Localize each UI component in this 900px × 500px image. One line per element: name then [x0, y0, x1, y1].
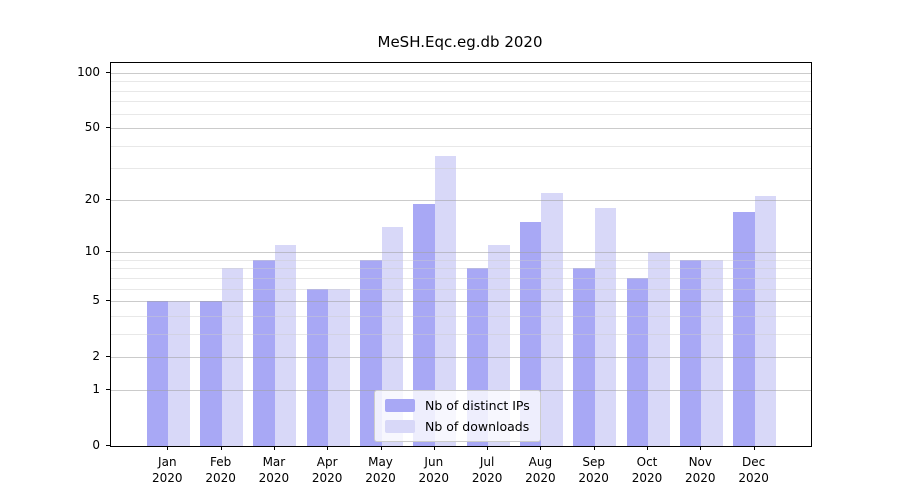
y-tick-label: 2: [92, 349, 100, 364]
x-tick-label: Mar 2020: [258, 455, 290, 486]
gridline-major: [111, 252, 811, 254]
y-axis-tick: [106, 388, 110, 390]
y-axis-tick: [106, 198, 110, 200]
x-axis-tick: [647, 446, 648, 450]
y-axis-tick: [106, 72, 110, 73]
gridline-major: [111, 73, 811, 74]
y-tick-label: 10: [84, 244, 100, 259]
bar-distinct-ips-mar: [253, 259, 275, 446]
gridline-minor: [111, 268, 811, 270]
legend-row-distinct-ips: Nb of distinct IPs: [385, 398, 530, 413]
x-tick-label: Aug 2020: [525, 455, 556, 486]
y-axis-tick: [106, 445, 110, 446]
x-tick-label: Jul 2020: [471, 455, 503, 486]
bar-downloads-aug: [541, 192, 563, 446]
gridline-minor: [111, 145, 811, 147]
legend-swatch-downloads: [385, 420, 415, 433]
gridline-minor: [111, 315, 811, 317]
gridline-minor: [111, 288, 811, 290]
gridline-minor: [111, 259, 811, 261]
x-axis-tick: [167, 446, 169, 450]
x-axis-tick: [540, 446, 542, 450]
y-axis-tick: [106, 251, 110, 253]
x-tick-label: Apr 2020: [311, 455, 343, 486]
y-tick-label: 1: [92, 381, 100, 396]
x-tick-label: Jan 2020: [152, 455, 183, 486]
bar-distinct-ips-jun: [413, 203, 435, 446]
x-axis-tick: [273, 446, 275, 450]
gridline-minor: [111, 101, 811, 103]
y-tick-label: 5: [92, 293, 100, 308]
gridline-major: [111, 357, 811, 359]
x-axis-tick: [380, 446, 382, 450]
legend-label-downloads: Nb of downloads: [425, 419, 530, 434]
y-tick-label: 0: [92, 438, 100, 452]
bar-downloads-nov: [701, 259, 723, 446]
bar-distinct-ips-jan: [146, 301, 169, 446]
x-tick-label: May 2020: [365, 455, 396, 486]
bar-distinct-ips-nov: [679, 259, 702, 446]
x-tick-label: Oct 2020: [631, 455, 663, 486]
gridline-major: [111, 128, 811, 130]
gridline-minor: [111, 277, 811, 279]
bar-downloads-jan: [168, 301, 190, 446]
x-axis-tick: [327, 446, 329, 450]
legend: Nb of distinct IPs Nb of downloads: [374, 390, 541, 442]
legend-swatch-distinct-ips: [385, 399, 415, 412]
x-axis-tick: [593, 446, 595, 450]
bar-distinct-ips-oct: [626, 277, 648, 446]
gridline-major: [111, 301, 811, 303]
y-tick-label: 50: [84, 120, 100, 135]
legend-row-downloads: Nb of downloads: [385, 419, 530, 434]
bar-distinct-ips-dec: [733, 212, 755, 446]
y-axis-tick: [106, 356, 110, 358]
gridline-minor: [111, 90, 811, 92]
bar-downloads-sep: [594, 208, 617, 446]
x-axis-tick: [700, 446, 702, 450]
x-tick-label: Feb 2020: [205, 455, 236, 486]
bar-distinct-ips-apr: [306, 288, 329, 446]
gridline-minor: [111, 81, 811, 83]
x-axis-tick: [487, 446, 489, 450]
x-axis-tick: [753, 446, 755, 450]
gridline-minor: [111, 333, 811, 335]
chart-title: MeSH.Eqc.eg.db 2020: [377, 33, 543, 51]
x-tick-label: Nov 2020: [685, 455, 716, 486]
gridline-minor: [111, 168, 811, 170]
gridline-major: [111, 199, 811, 201]
gridline-minor: [111, 113, 811, 115]
x-tick-label: Jun 2020: [418, 455, 450, 486]
bar-downloads-mar: [274, 245, 297, 446]
bar-downloads-oct: [648, 252, 670, 446]
legend-label-distinct-ips: Nb of distinct IPs: [425, 398, 530, 413]
plot-area: Nb of distinct IPs Nb of downloads: [110, 62, 812, 447]
x-axis-tick: [220, 446, 222, 450]
x-axis-tick: [433, 446, 435, 450]
y-tick-label: 20: [84, 191, 100, 206]
x-tick-label: Sep 2020: [578, 455, 609, 486]
y-tick-label: 100: [77, 65, 100, 79]
bar-downloads-apr: [328, 288, 350, 446]
x-tick-label: Dec 2020: [738, 455, 769, 486]
bar-distinct-ips-feb: [200, 301, 222, 446]
y-axis-tick: [106, 300, 110, 302]
y-axis-tick: [106, 127, 110, 129]
bar-downloads-dec: [754, 196, 777, 446]
